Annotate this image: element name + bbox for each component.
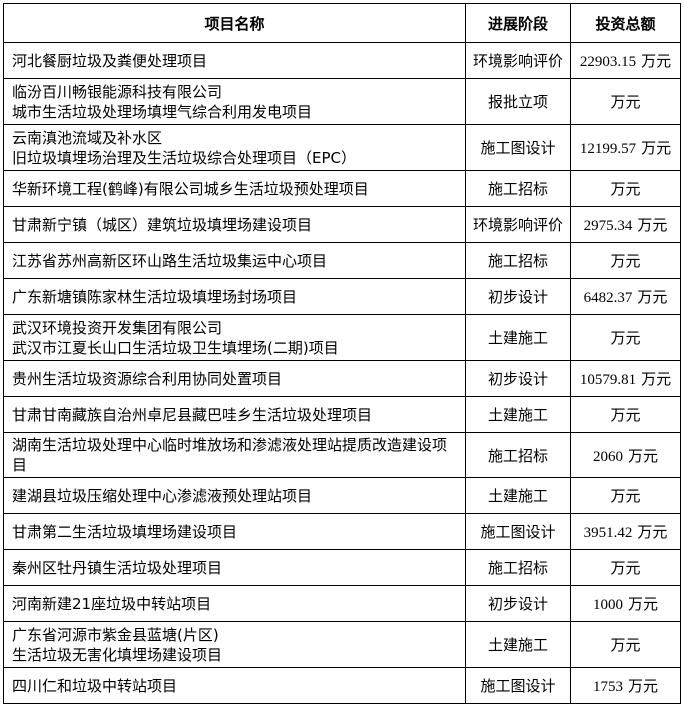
- amount-unit: 万元: [627, 595, 658, 613]
- investment-cell: 1753 万元: [570, 667, 681, 704]
- amount-unit: 万元: [610, 636, 641, 654]
- amount-unit: 万元: [637, 523, 668, 541]
- investment-cell: 2975.34 万元: [570, 206, 681, 243]
- stage-cell: 报批立项: [465, 78, 571, 125]
- investment-cell: 万元: [570, 170, 681, 207]
- amount-value: 6482.37: [583, 290, 633, 306]
- stage-cell: 初步设计: [465, 278, 571, 315]
- amount-unit: 万元: [641, 139, 672, 157]
- project-name-cell: 华新环境工程(鹤峰)有限公司城乡生活垃圾预处理项目: [3, 170, 466, 207]
- table-row: 江苏省苏州高新区环山路生活垃圾集运中心项目 施工招标 万元: [3, 242, 681, 279]
- table-row: 贵州生活垃圾资源综合利用协同处置项目 初步设计 10579.81 万元: [3, 360, 681, 397]
- project-name-cell: 湖南生活垃圾处理中心临时堆放场和渗滤液处理站提质改造建设项目: [3, 432, 466, 478]
- amount-unit: 万元: [627, 677, 658, 695]
- stage-cell: 施工图设计: [465, 667, 571, 704]
- project-name-cell: 四川仁和垃圾中转站项目: [3, 667, 466, 704]
- stage-cell: 土建施工: [465, 621, 571, 668]
- project-name-cell: 河北餐厨垃圾及粪便处理项目: [3, 42, 466, 79]
- investment-cell: 万元: [570, 549, 681, 586]
- stage-cell: 土建施工: [465, 477, 571, 514]
- investment-cell: 3951.42 万元: [570, 513, 681, 550]
- project-name-cell: 云南滇池流域及补水区 旧垃圾填埋场治理及生活垃圾综合处理项目（EPC）: [3, 124, 466, 171]
- investment-cell: 10579.81 万元: [570, 360, 681, 397]
- stage-cell: 初步设计: [465, 360, 571, 397]
- column-header-stage: 进展阶段: [465, 3, 571, 43]
- table-row: 四川仁和垃圾中转站项目 施工图设计 1753 万元: [3, 667, 681, 704]
- amount-unit: 万元: [610, 406, 641, 424]
- stage-cell: 施工招标: [465, 170, 571, 207]
- amount-value: 22903.15: [579, 54, 637, 70]
- investment-cell: 6482.37 万元: [570, 278, 681, 315]
- amount-unit: 万元: [637, 216, 668, 234]
- project-name-cell: 武汉环境投资开发集团有限公司 武汉市江夏长山口生活垃圾卫生填埋场(二期)项目: [3, 314, 466, 361]
- project-name-cell: 甘肃新宁镇（城区）建筑垃圾填埋场建设项目: [3, 206, 466, 243]
- project-name-cell: 贵州生活垃圾资源综合利用协同处置项目: [3, 360, 466, 397]
- amount-unit: 万元: [610, 559, 641, 577]
- table-row: 建湖县垃圾压缩处理中心渗滤液预处理站项目 土建施工 万元: [3, 477, 681, 514]
- investment-cell: 万元: [570, 314, 681, 361]
- project-name-cell: 江苏省苏州高新区环山路生活垃圾集运中心项目: [3, 242, 466, 279]
- table-row: 湖南生活垃圾处理中心临时堆放场和渗滤液处理站提质改造建设项目 施工招标 2060…: [3, 432, 681, 478]
- investment-cell: 2060 万元: [570, 432, 681, 478]
- column-header-project-name: 项目名称: [3, 3, 466, 43]
- table-row: 河南新建21座垃圾中转站项目 初步设计 1000 万元: [3, 585, 681, 622]
- table-row: 临汾百川畅银能源科技有限公司 城市生活垃圾处理场填埋气综合利用发电项目 报批立项…: [3, 78, 681, 125]
- table-row: 甘肃第二生活垃圾填埋场建设项目 施工图设计 3951.42 万元: [3, 513, 681, 550]
- amount-unit: 万元: [627, 446, 658, 465]
- table-row: 华新环境工程(鹤峰)有限公司城乡生活垃圾预处理项目 施工招标 万元: [3, 170, 681, 207]
- stage-cell: 土建施工: [465, 314, 571, 361]
- amount-unit: 万元: [641, 52, 672, 70]
- investment-cell: 1000 万元: [570, 585, 681, 622]
- amount-value: 1000: [592, 597, 623, 613]
- stage-cell: 初步设计: [465, 585, 571, 622]
- stage-cell: 环境影响评价: [465, 206, 571, 243]
- project-name-cell: 河南新建21座垃圾中转站项目: [3, 585, 466, 622]
- investment-cell: 万元: [570, 477, 681, 514]
- table-row: 广东新塘镇陈家林生活垃圾填埋场封场项目 初步设计 6482.37 万元: [3, 278, 681, 315]
- column-header-investment: 投资总额: [570, 3, 681, 43]
- stage-cell: 施工招标: [465, 549, 571, 586]
- amount-unit: 万元: [610, 180, 641, 198]
- project-name-cell: 广东省河源市紫金县蓝塘(片区) 生活垃圾无害化填埋场建设项目: [3, 621, 466, 668]
- investment-cell: 万元: [570, 621, 681, 668]
- stage-cell: 施工招标: [465, 432, 571, 478]
- investment-cell: 万元: [570, 242, 681, 279]
- project-name-cell: 广东新塘镇陈家林生活垃圾填埋场封场项目: [3, 278, 466, 315]
- amount-value: 12199.57: [579, 141, 637, 157]
- project-name-cell: 临汾百川畅银能源科技有限公司 城市生活垃圾处理场填埋气综合利用发电项目: [3, 78, 466, 125]
- table-row: 甘肃新宁镇（城区）建筑垃圾填埋场建设项目 环境影响评价 2975.34 万元: [3, 206, 681, 243]
- table-row: 武汉环境投资开发集团有限公司 武汉市江夏长山口生活垃圾卫生填埋场(二期)项目 土…: [3, 314, 681, 361]
- project-name-cell: 甘肃第二生活垃圾填埋场建设项目: [3, 513, 466, 550]
- amount-unit: 万元: [610, 487, 641, 505]
- stage-cell: 施工图设计: [465, 124, 571, 171]
- project-table: 项目名称 进展阶段 投资总额 河北餐厨垃圾及粪便处理项目 环境影响评价 2290…: [3, 3, 681, 704]
- amount-value: 10579.81: [579, 372, 637, 388]
- amount-unit: 万元: [610, 93, 641, 111]
- project-name-cell: 秦州区牡丹镇生活垃圾处理项目: [3, 549, 466, 586]
- table-row: 广东省河源市紫金县蓝塘(片区) 生活垃圾无害化填埋场建设项目 土建施工 万元: [3, 621, 681, 668]
- amount-unit: 万元: [610, 329, 641, 347]
- table-row: 甘肃甘南藏族自治州卓尼县藏巴哇乡生活垃圾处理项目 土建施工 万元: [3, 396, 681, 433]
- amount-value: 1753: [592, 679, 623, 695]
- stage-cell: 土建施工: [465, 396, 571, 433]
- amount-unit: 万元: [641, 370, 672, 388]
- amount-value: 2060: [592, 448, 623, 465]
- investment-cell: 万元: [570, 396, 681, 433]
- amount-unit: 万元: [610, 252, 641, 270]
- stage-cell: 环境影响评价: [465, 42, 571, 79]
- header-row: 项目名称 进展阶段 投资总额: [3, 3, 681, 43]
- project-name-cell: 建湖县垃圾压缩处理中心渗滤液预处理站项目: [3, 477, 466, 514]
- amount-unit: 万元: [637, 288, 668, 306]
- table-row: 河北餐厨垃圾及粪便处理项目 环境影响评价 22903.15 万元: [3, 42, 681, 79]
- investment-cell: 12199.57 万元: [570, 124, 681, 171]
- stage-cell: 施工招标: [465, 242, 571, 279]
- amount-value: 3951.42: [583, 525, 633, 541]
- investment-cell: 万元: [570, 78, 681, 125]
- table-row: 秦州区牡丹镇生活垃圾处理项目 施工招标 万元: [3, 549, 681, 586]
- project-name-cell: 甘肃甘南藏族自治州卓尼县藏巴哇乡生活垃圾处理项目: [3, 396, 466, 433]
- amount-value: 2975.34: [583, 218, 633, 234]
- investment-cell: 22903.15 万元: [570, 42, 681, 79]
- table-row: 云南滇池流域及补水区 旧垃圾填埋场治理及生活垃圾综合处理项目（EPC） 施工图设…: [3, 124, 681, 171]
- stage-cell: 施工图设计: [465, 513, 571, 550]
